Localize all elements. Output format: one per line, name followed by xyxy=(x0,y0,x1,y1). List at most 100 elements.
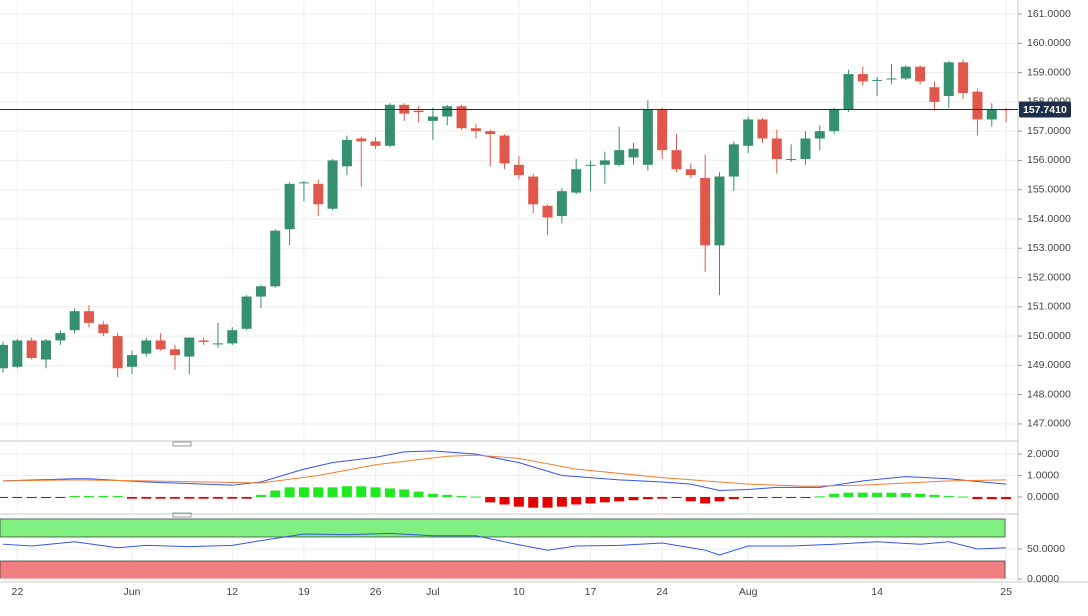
y-tick-label: 151.0000 xyxy=(1027,301,1071,313)
candle-body xyxy=(857,74,868,82)
x-tick-label: Jun xyxy=(124,586,141,598)
histogram-bar xyxy=(571,496,582,505)
candle-body xyxy=(685,169,696,176)
candle-body xyxy=(327,160,338,209)
histogram-bar xyxy=(384,488,395,497)
candle-body xyxy=(313,183,324,205)
candle-body xyxy=(714,176,725,246)
y-tick-label: 50.0000 xyxy=(1027,543,1065,555)
y-tick-label: 153.0000 xyxy=(1027,242,1071,254)
candle-body xyxy=(26,340,37,359)
histogram-bar xyxy=(599,496,610,503)
histogram-bar xyxy=(270,490,281,497)
y-tick-label: 157.0000 xyxy=(1027,125,1071,137)
candle-body xyxy=(657,109,668,151)
histogram-bar xyxy=(614,496,625,502)
x-tick-label: 19 xyxy=(298,586,310,598)
histogram-bar xyxy=(943,495,954,497)
histogram-bar xyxy=(184,496,195,499)
candle-body xyxy=(986,109,997,120)
histogram-bar xyxy=(915,493,926,497)
histogram-bar xyxy=(528,496,539,508)
candle-body xyxy=(614,150,625,165)
histogram-bar xyxy=(212,496,223,499)
histogram-bar xyxy=(0,496,8,499)
candle-body xyxy=(700,177,711,246)
candle-body xyxy=(0,344,8,369)
candle-body xyxy=(642,109,653,165)
y-tick-label: 2.0000 xyxy=(1027,448,1059,460)
last-price-box xyxy=(1019,101,1071,118)
histogram-bar xyxy=(456,495,467,497)
histogram-bar xyxy=(814,496,825,498)
candle-body xyxy=(155,340,166,350)
candle-body xyxy=(743,119,754,146)
candle-body xyxy=(298,182,309,184)
candle-body xyxy=(126,355,137,367)
candle-body xyxy=(800,138,811,159)
histogram-bar xyxy=(757,496,768,499)
pane-handle[interactable] xyxy=(172,441,192,447)
candle-body xyxy=(12,340,23,367)
histogram-bar xyxy=(556,496,567,507)
histogram-bar xyxy=(872,492,883,497)
x-tick-label: 22 xyxy=(11,586,23,598)
candle-body xyxy=(829,109,840,132)
candle-body xyxy=(571,169,582,193)
candle-body xyxy=(628,148,639,158)
candle-body xyxy=(284,183,295,230)
candle-body xyxy=(227,330,238,344)
histogram-bar xyxy=(227,496,238,499)
histogram-bar xyxy=(585,496,596,504)
histogram-bar xyxy=(829,493,840,497)
candle-body xyxy=(470,128,481,132)
pane-handle[interactable] xyxy=(172,512,192,518)
histogram-bar xyxy=(370,487,381,497)
histogram-bar xyxy=(542,496,553,508)
histogram-bar xyxy=(499,496,510,505)
histogram-bar xyxy=(126,496,137,499)
y-tick-label: 0.0000 xyxy=(1027,491,1059,503)
candle-body xyxy=(212,343,223,345)
histogram-bar xyxy=(442,494,453,497)
candle-body xyxy=(872,79,883,81)
y-tick-label: 155.0000 xyxy=(1027,183,1071,195)
histogram-bar xyxy=(485,496,496,503)
candle-body xyxy=(427,116,438,121)
y-tick-label: 1.0000 xyxy=(1027,469,1059,481)
candle-body xyxy=(270,230,281,287)
histogram-bar xyxy=(958,496,969,498)
histogram-bar xyxy=(356,486,367,497)
y-tick-label: 150.0000 xyxy=(1027,330,1071,342)
candle-body xyxy=(728,144,739,177)
histogram-bar xyxy=(685,496,696,502)
histogram-bar xyxy=(900,493,911,497)
candle-body xyxy=(55,333,66,341)
histogram-bar xyxy=(255,494,266,497)
x-tick-label: 24 xyxy=(656,586,668,598)
candle-body xyxy=(485,131,496,135)
candle-body xyxy=(556,191,567,217)
candle-body xyxy=(671,150,682,170)
x-tick-label: 12 xyxy=(226,586,238,598)
candle-body xyxy=(542,205,553,218)
histogram-bar xyxy=(728,496,739,500)
candle-body xyxy=(943,62,954,97)
histogram-bar xyxy=(843,492,854,497)
x-tick-label: 14 xyxy=(871,586,883,598)
candle-body xyxy=(456,106,467,129)
histogram-bar xyxy=(657,496,668,499)
histogram-bar xyxy=(413,491,424,497)
histogram-bar xyxy=(313,487,324,497)
candle-body xyxy=(69,311,80,331)
histogram-bar xyxy=(40,496,51,499)
candle-body xyxy=(356,138,367,142)
y-tick-label: 154.0000 xyxy=(1027,213,1071,225)
candle-body xyxy=(442,106,453,117)
candle-body xyxy=(198,340,209,342)
histogram-bar xyxy=(642,496,653,500)
candle-body xyxy=(169,349,180,356)
candle-body xyxy=(141,340,152,354)
x-tick-label: Jul xyxy=(426,586,439,598)
